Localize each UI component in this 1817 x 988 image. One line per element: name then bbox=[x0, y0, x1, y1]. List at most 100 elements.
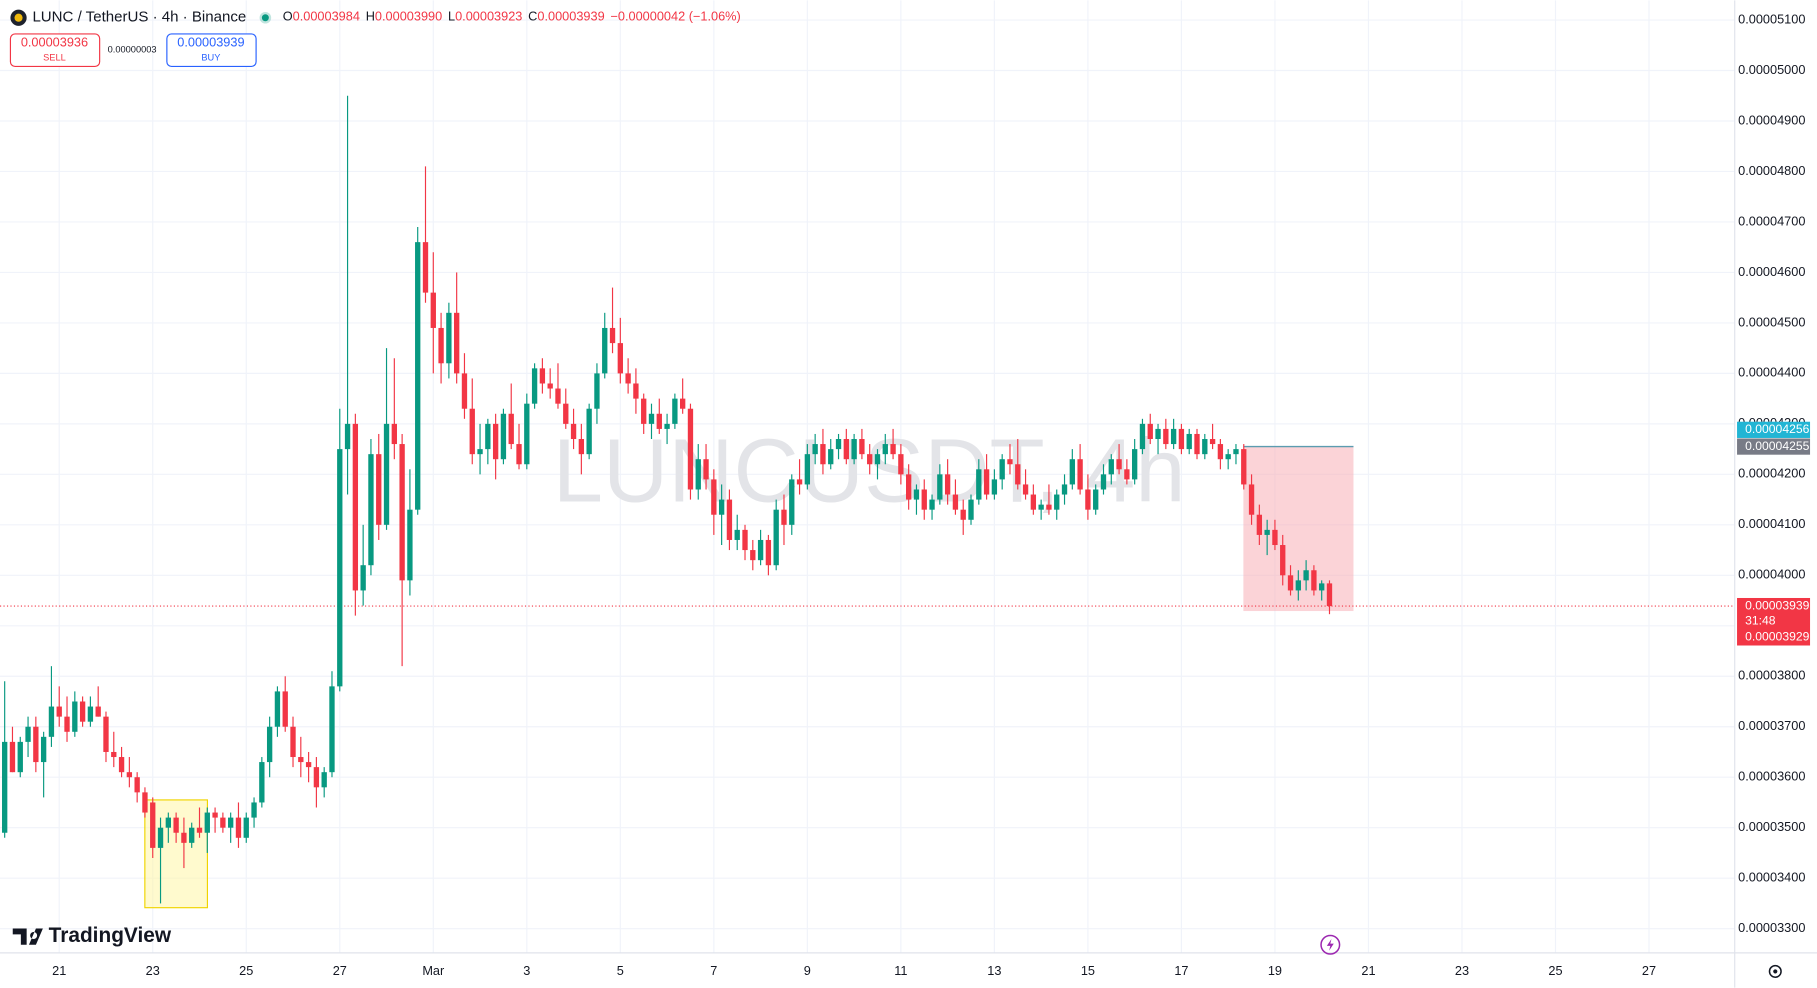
candle-body bbox=[820, 444, 826, 465]
candle-body bbox=[1319, 583, 1325, 591]
price-label-bg bbox=[1737, 597, 1811, 646]
x-tick-label: 13 bbox=[987, 963, 1001, 978]
candle-body bbox=[25, 726, 31, 742]
sell-label[interactable]: SELL bbox=[43, 53, 66, 63]
candle-body bbox=[991, 479, 998, 495]
x-tick-label: 7 bbox=[710, 963, 717, 978]
price-label-bg bbox=[1737, 421, 1811, 438]
settings-dot[interactable] bbox=[1773, 969, 1778, 974]
candle-body bbox=[742, 529, 748, 551]
candle-body bbox=[1170, 428, 1177, 445]
ohlc-key: H bbox=[366, 9, 375, 24]
ohlc-value: 0.00003990 bbox=[375, 9, 442, 24]
candle-body bbox=[609, 327, 616, 344]
candle-body bbox=[516, 444, 522, 465]
candle-body bbox=[960, 509, 966, 520]
candle-body bbox=[563, 403, 569, 424]
candle-body bbox=[570, 423, 577, 440]
candle-body bbox=[539, 368, 546, 384]
candle-body bbox=[344, 423, 351, 450]
candle-body bbox=[1116, 459, 1122, 470]
candle-body bbox=[220, 817, 226, 828]
candle-body bbox=[1272, 529, 1278, 546]
candle-body bbox=[204, 812, 210, 833]
candle-body bbox=[796, 479, 803, 485]
candle-body bbox=[664, 423, 670, 429]
candle-body bbox=[944, 474, 951, 495]
x-tick-label: 11 bbox=[894, 963, 907, 978]
candle-body bbox=[1202, 439, 1208, 455]
candle-body bbox=[672, 398, 678, 424]
x-tick-label: 19 bbox=[1268, 963, 1282, 978]
candle-body bbox=[383, 423, 390, 525]
candle-body bbox=[765, 539, 772, 566]
candle-body bbox=[298, 757, 304, 763]
candle-body bbox=[1139, 423, 1146, 450]
candle-body bbox=[9, 741, 16, 773]
candle-body bbox=[1248, 484, 1255, 515]
candle-body bbox=[1054, 494, 1060, 510]
x-tick-label: 9 bbox=[804, 963, 811, 978]
candle-body bbox=[305, 762, 312, 768]
x-tick-label: 3 bbox=[523, 963, 530, 978]
candle-body bbox=[274, 691, 281, 727]
candle-body bbox=[1100, 474, 1107, 490]
candle-body bbox=[1038, 504, 1044, 510]
settings-icon[interactable] bbox=[1768, 964, 1782, 978]
candle-body bbox=[1163, 428, 1169, 445]
candle-body bbox=[711, 479, 717, 515]
candle-body bbox=[212, 812, 218, 818]
candle-body bbox=[531, 368, 538, 404]
candle-body bbox=[976, 469, 982, 500]
ohlc-legend: O0.00003984 H0.00003990 L0.00003923 C0.0000… bbox=[283, 9, 741, 24]
status-dot bbox=[261, 14, 269, 22]
candle-body bbox=[228, 817, 234, 828]
candle-body bbox=[602, 327, 608, 374]
candle-body bbox=[126, 772, 133, 778]
sell-button[interactable] bbox=[9, 33, 101, 67]
candle-body bbox=[329, 686, 335, 773]
candle-body bbox=[594, 373, 600, 409]
alert-icon[interactable] bbox=[1320, 934, 1341, 955]
candle-body bbox=[999, 459, 1005, 480]
countdown: 31:48 bbox=[1745, 613, 1776, 627]
x-tick-label: Mar bbox=[422, 963, 445, 978]
candle-body bbox=[648, 413, 655, 424]
candle-body bbox=[189, 827, 195, 843]
candle-body bbox=[352, 423, 359, 591]
candle-body bbox=[773, 509, 779, 566]
candle-body bbox=[1303, 570, 1309, 581]
candle-body bbox=[103, 716, 109, 752]
candle-body bbox=[48, 706, 55, 737]
grid bbox=[0, 0, 1735, 953]
y-tick-label: 0.00004200 bbox=[1738, 466, 1805, 481]
candle-body bbox=[617, 343, 623, 374]
sell-price[interactable]: 0.00003936 bbox=[21, 35, 88, 50]
candle-body bbox=[454, 312, 460, 374]
x-tick-label: 21 bbox=[1361, 963, 1375, 978]
buy-button[interactable] bbox=[166, 33, 257, 67]
buy-price[interactable]: 0.00003939 bbox=[177, 35, 244, 50]
candle-body bbox=[1264, 529, 1270, 535]
y-tick-label: 0.00003700 bbox=[1738, 718, 1805, 733]
x-tick-label: 17 bbox=[1174, 963, 1188, 978]
ohlc-value: 0.00003923 bbox=[455, 9, 522, 24]
candle-body bbox=[874, 454, 881, 465]
candle-body bbox=[625, 373, 631, 384]
ohlc-key: L bbox=[448, 9, 455, 24]
candle-body bbox=[656, 413, 662, 429]
candle-body bbox=[1155, 428, 1161, 440]
y-tick-label: 0.00003400 bbox=[1738, 870, 1805, 885]
y-tick-label: 0.00004700 bbox=[1738, 213, 1805, 228]
y-tick-label: 0.00003800 bbox=[1738, 668, 1805, 683]
candle-body bbox=[142, 792, 148, 813]
candle-body bbox=[64, 716, 70, 732]
candle-body bbox=[196, 827, 203, 833]
buy-label[interactable]: BUY bbox=[201, 53, 220, 63]
y-tick-label: 0.00004900 bbox=[1738, 112, 1805, 127]
candle-body bbox=[1007, 459, 1013, 465]
symbol: LUNC / TetherUS · 4h · Binance bbox=[32, 9, 246, 26]
candle-body bbox=[1209, 439, 1216, 445]
alert-bolt[interactable] bbox=[1326, 938, 1334, 951]
candle-body bbox=[72, 701, 78, 732]
